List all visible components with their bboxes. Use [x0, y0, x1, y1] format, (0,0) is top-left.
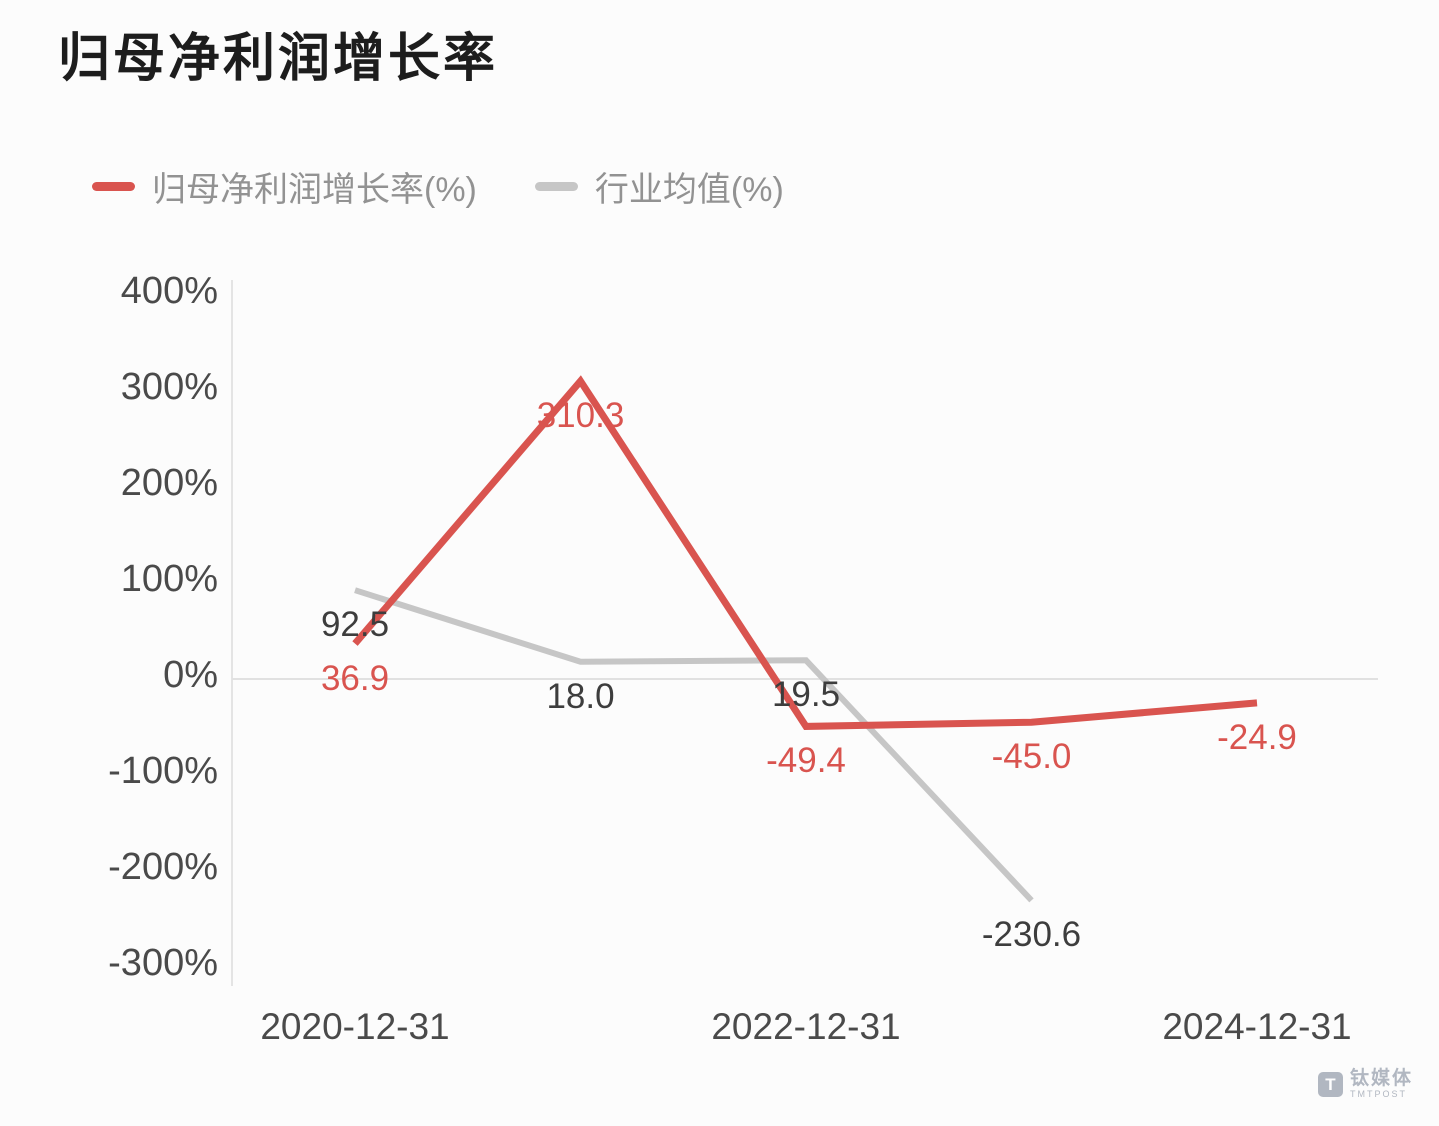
series-line-1	[354, 587, 1034, 903]
series-line-0	[352, 375, 1258, 730]
data-label-series0-point0: 36.9	[320, 658, 390, 698]
legend-label: 归母净利润增长率(%)	[152, 171, 477, 209]
x-axis-tick-label: 2020-12-31	[260, 1006, 450, 1047]
y-axis-tick-label: 200%	[120, 462, 218, 504]
data-label-series1-point2: 19.5	[771, 675, 841, 715]
watermark-brand: 钛媒体	[1349, 1068, 1413, 1090]
y-axis-tick-label: -100%	[108, 750, 218, 792]
watermark-subbrand: TMTPOST	[1349, 1089, 1407, 1100]
chart-title: 归母净利润增长率	[58, 30, 499, 88]
data-label-series0-point4: -24.9	[1217, 717, 1297, 757]
y-axis-tick-label: 100%	[120, 558, 218, 600]
data-label-series0-point3: -45.0	[991, 737, 1072, 777]
legend-item-net-profit-growth[interactable]: 归母净利润增长率(%)	[92, 162, 477, 211]
data-label-series1-point1: 18.0	[546, 676, 615, 716]
y-axis-tick-label: -200%	[108, 846, 218, 888]
x-axis-tick-label: 2024-12-31	[1162, 1006, 1352, 1047]
data-label-series1-point0: 92.5	[320, 605, 390, 645]
y-axis-tick-label: 0%	[163, 654, 218, 696]
legend-label: 行业均值(%)	[594, 171, 784, 209]
y-axis-tick-label: 300%	[120, 366, 218, 408]
legend: 归母净利润增长率(%) 行业均值(%)	[92, 162, 784, 211]
x-axis-tick-label: 2022-12-31	[711, 1006, 901, 1047]
y-axis-tick-label: -300%	[108, 942, 218, 984]
data-label-series1-point3: -230.6	[981, 915, 1082, 955]
y-axis-tick-label: 400%	[120, 270, 218, 312]
tmtpost-logo-icon: T	[1317, 1072, 1343, 1098]
legend-item-industry-average[interactable]: 行业均值(%)	[534, 162, 784, 211]
data-label-series0-point1: 310.3	[536, 396, 625, 436]
watermark: T 钛媒体 TMTPOST	[1317, 1068, 1413, 1100]
legend-swatch-gray	[534, 182, 578, 191]
legend-swatch-red	[92, 182, 135, 191]
data-label-series0-point2: -49.4	[766, 741, 846, 781]
